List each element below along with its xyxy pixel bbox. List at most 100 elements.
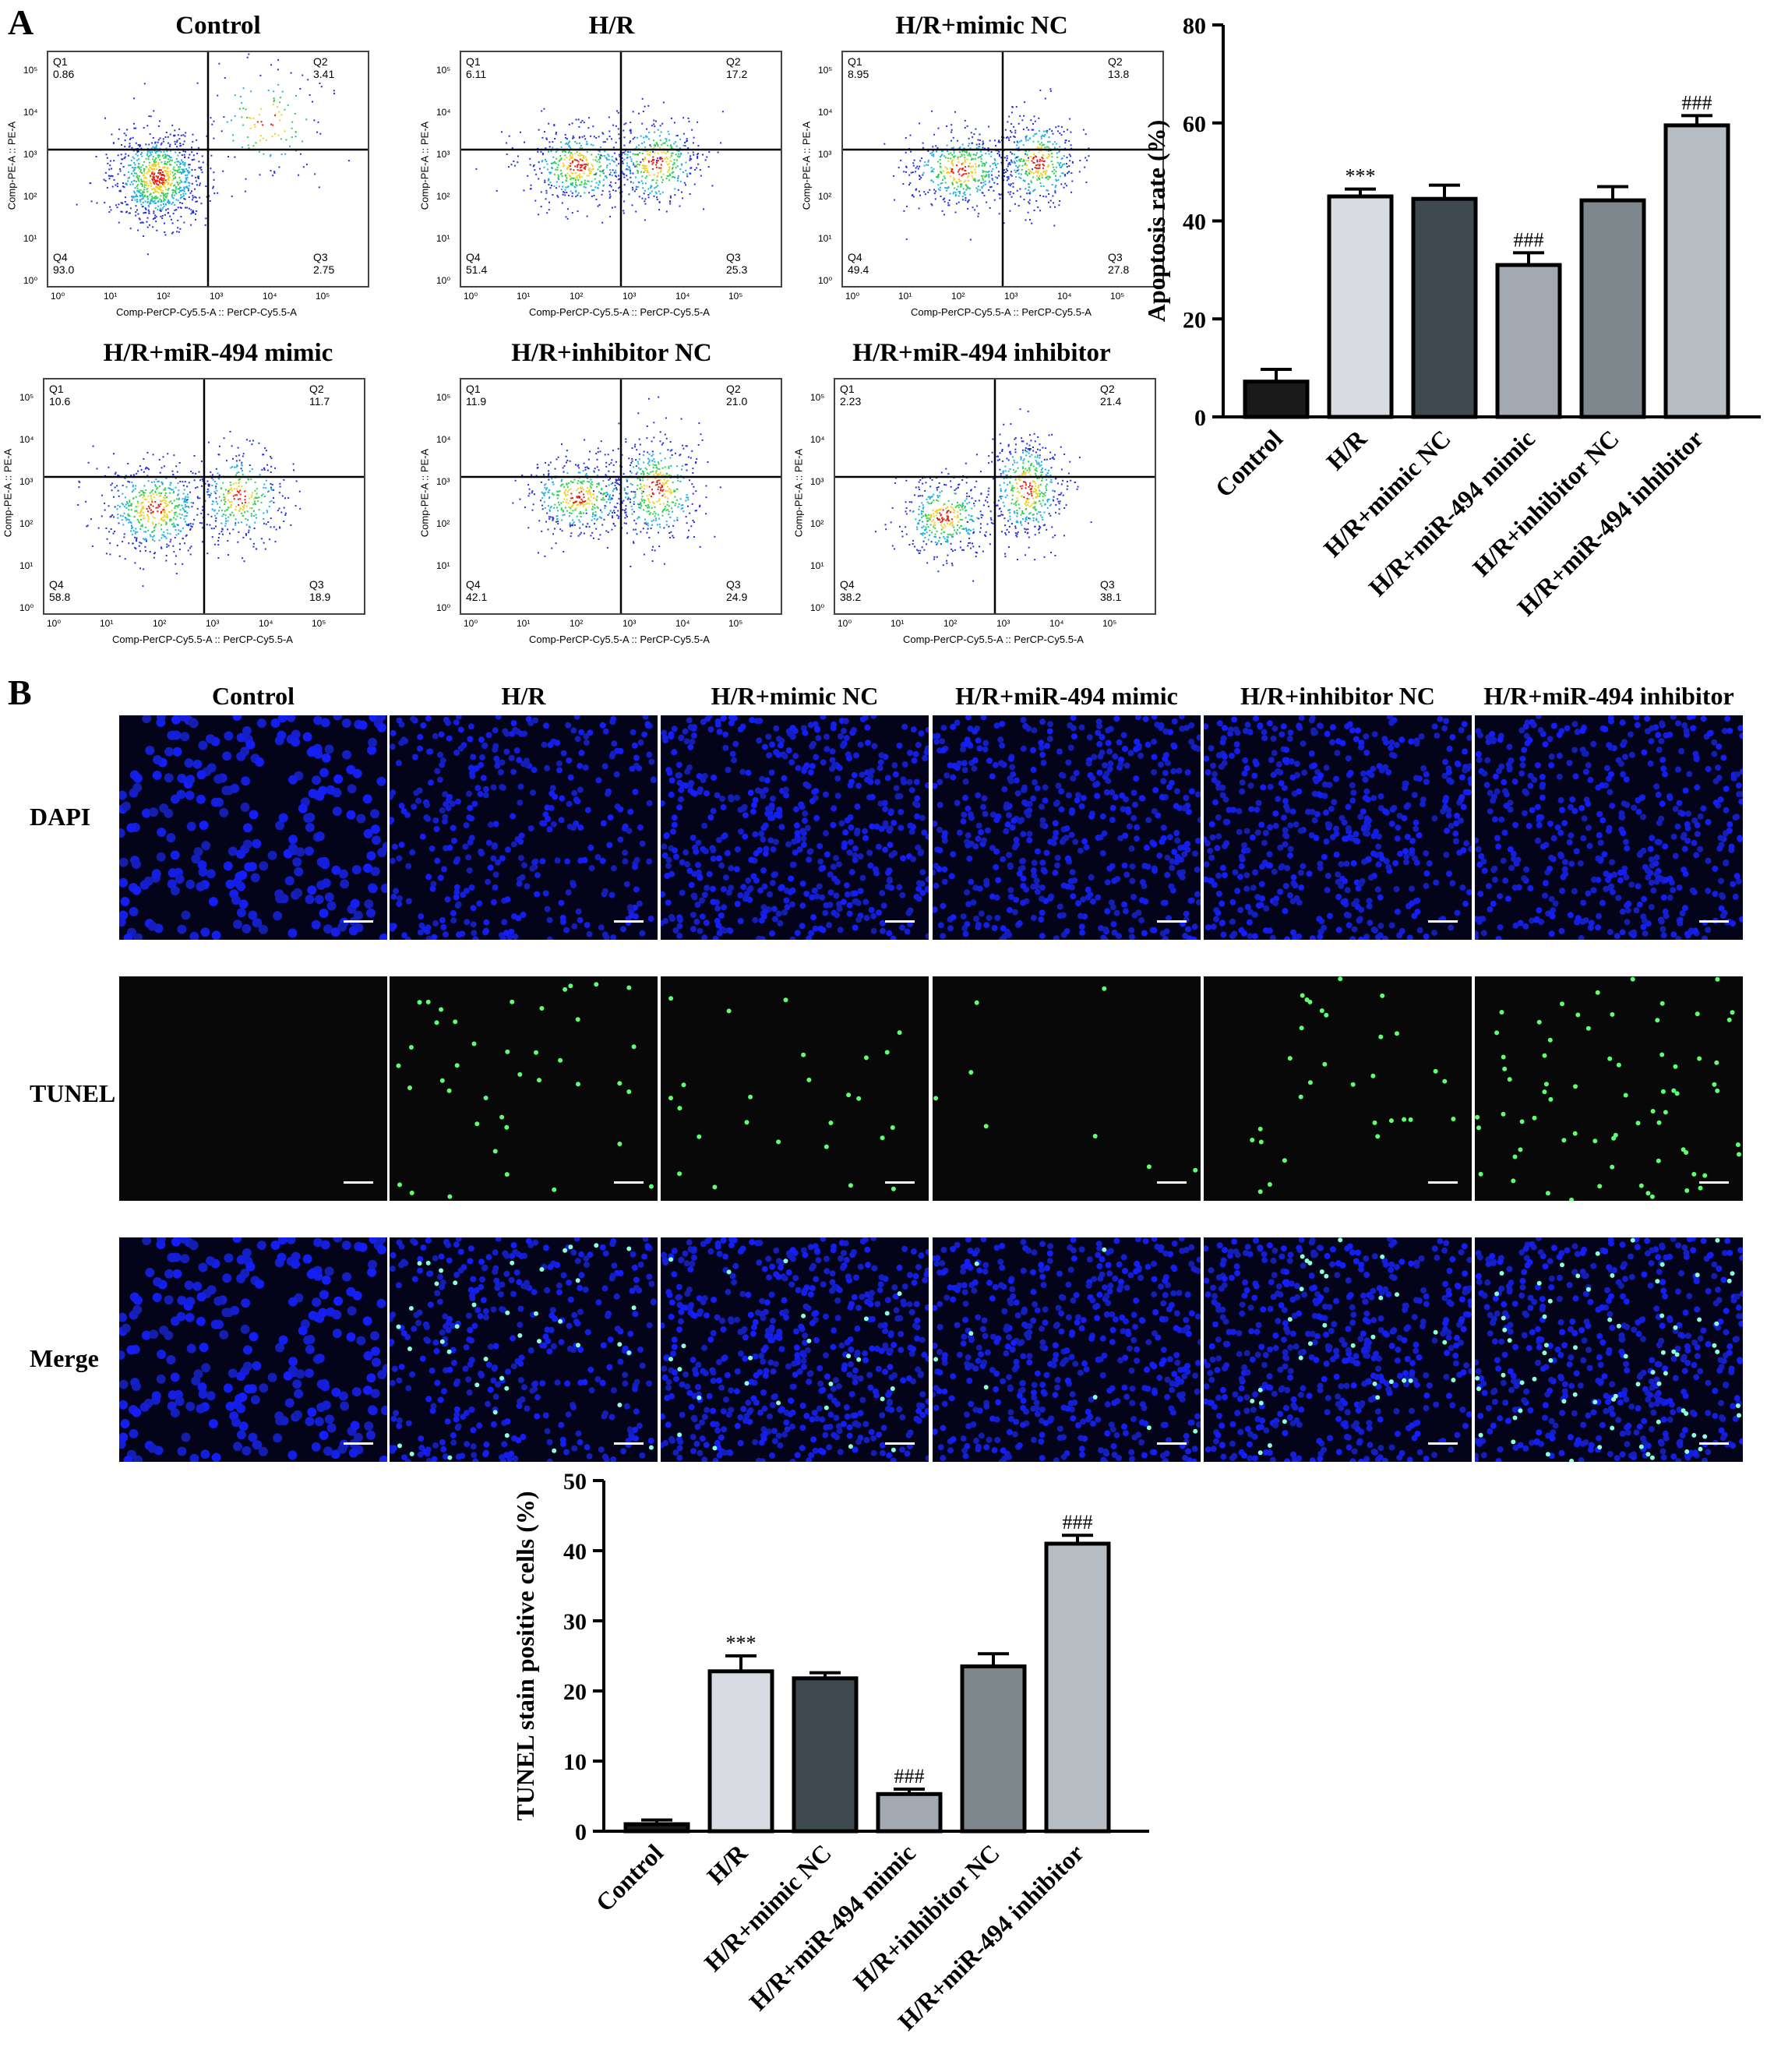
event-dot [659, 526, 661, 528]
event-dot [159, 173, 161, 175]
event-dot [958, 169, 960, 171]
event-dot [145, 177, 147, 179]
event-dot [216, 489, 218, 492]
event-dot [153, 481, 155, 483]
event-dot [961, 519, 963, 521]
event-dot [902, 183, 905, 185]
event-dot [1033, 153, 1035, 155]
event-dot [506, 142, 507, 144]
event-dot [917, 549, 919, 552]
event-dot [964, 119, 966, 122]
event-dot [140, 180, 143, 182]
event-dot [227, 492, 229, 495]
event-dot [184, 481, 186, 483]
event-dot [580, 182, 583, 184]
event-dot [150, 495, 152, 497]
event-dot [211, 503, 213, 506]
event-dot [1025, 171, 1028, 173]
event-dot [666, 490, 668, 492]
event-dot [241, 102, 243, 104]
event-dot [156, 187, 158, 189]
event-dot [164, 497, 166, 499]
event-dot [633, 519, 636, 521]
event-dot [160, 204, 162, 206]
event-dot [163, 196, 165, 199]
event-dot [564, 175, 566, 177]
event-dot [596, 499, 598, 501]
event-dot [145, 157, 147, 160]
event-dot [936, 150, 937, 153]
event-dot [140, 542, 143, 545]
event-dot [685, 161, 687, 164]
event-dot [187, 506, 189, 507]
event-dot [659, 471, 661, 474]
event-dot [656, 483, 658, 485]
event-dot [162, 203, 164, 205]
event-dot [145, 181, 147, 183]
event-dot [165, 203, 168, 206]
event-dot [982, 146, 984, 149]
event-dot [980, 157, 982, 160]
event-dot [592, 490, 594, 492]
event-dot [643, 474, 645, 475]
event-dot [959, 151, 961, 154]
flow-scatter [44, 379, 364, 613]
event-dot [966, 185, 968, 188]
event-dot [150, 182, 152, 185]
event-dot [630, 161, 633, 162]
event-dot [663, 563, 665, 565]
event-dot [642, 182, 644, 185]
event-dot [1016, 140, 1018, 143]
event-dot [536, 467, 538, 469]
event-dot [540, 191, 542, 193]
event-dot [586, 160, 588, 162]
event-dot [132, 484, 134, 486]
event-dot [174, 525, 176, 528]
event-dot [605, 166, 608, 168]
event-dot [267, 491, 269, 493]
event-dot [175, 511, 178, 514]
event-dot [651, 492, 654, 494]
event-dot [124, 139, 126, 142]
event-dot [252, 515, 255, 517]
event-dot [189, 491, 191, 493]
event-dot [566, 450, 568, 452]
y-tick-label: 10¹ [19, 560, 34, 571]
event-dot [157, 150, 159, 153]
event-dot [1043, 160, 1046, 162]
event-dot [143, 517, 146, 520]
event-dot [270, 526, 272, 528]
event-dot [242, 87, 245, 90]
event-dot [1046, 132, 1048, 134]
event-dot [142, 192, 144, 194]
event-dot [703, 208, 705, 210]
event-dot [993, 162, 996, 164]
event-dot [132, 497, 135, 499]
event-dot [930, 167, 933, 169]
event-dot [675, 159, 678, 161]
event-dot [165, 559, 168, 562]
event-dot [164, 492, 167, 494]
event-dot [211, 536, 213, 538]
event-dot [654, 506, 656, 508]
event-dot [566, 157, 568, 158]
event-dot [947, 516, 950, 517]
event-dot [669, 450, 672, 452]
event-dot [972, 171, 974, 173]
event-dot [140, 525, 143, 528]
event-dot [178, 549, 181, 551]
event-dot [127, 463, 129, 464]
event-dot [633, 541, 634, 543]
event-dot [164, 170, 167, 171]
event-dot [652, 150, 654, 153]
event-dot [251, 443, 253, 446]
event-dot [273, 501, 275, 503]
event-dot [671, 152, 673, 154]
event-dot [160, 151, 162, 154]
event-dot [160, 537, 163, 539]
event-dot [141, 194, 143, 196]
event-dot [972, 179, 975, 182]
event-dot [585, 512, 587, 514]
event-dot [164, 520, 166, 521]
event-dot [153, 178, 156, 180]
